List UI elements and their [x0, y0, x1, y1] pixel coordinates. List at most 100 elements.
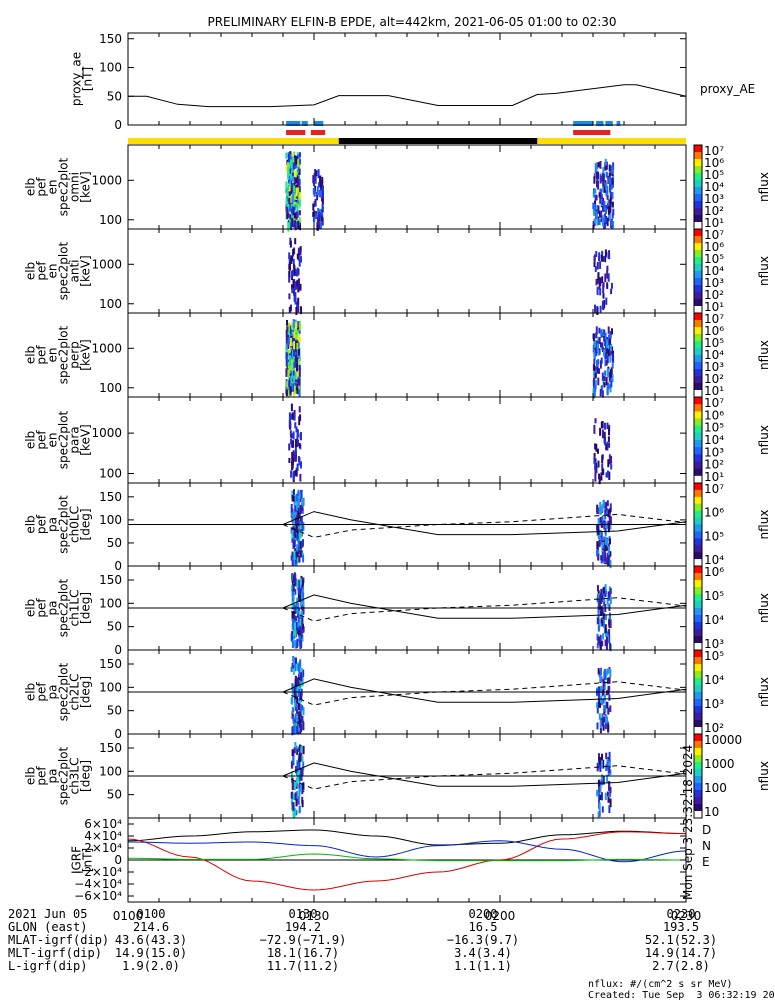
colorbar-tick: 10³	[704, 360, 724, 374]
spec-pixel	[298, 210, 301, 216]
colorbar-segment	[694, 454, 702, 462]
colorbar-segment	[694, 734, 702, 742]
pa-pixel	[300, 767, 303, 775]
ylabel-line: elb	[24, 431, 38, 449]
pa-pixel	[291, 710, 294, 719]
pa-pixel	[596, 706, 599, 714]
pa-pixel	[296, 501, 299, 511]
colorbar-tick: 10⁵	[704, 529, 724, 543]
colorbar-segment	[694, 390, 702, 398]
pa-pixel	[596, 550, 598, 557]
spec-pixel	[285, 368, 288, 377]
ytick-label: 4×10⁴	[84, 829, 122, 843]
pa-pixel	[597, 525, 600, 534]
footer-cell: 43.6(43.3)	[114, 933, 188, 947]
pa-pixel	[298, 511, 301, 519]
colorbar-segment	[694, 699, 702, 707]
spec-pixel	[317, 169, 320, 179]
pa-pixel	[600, 696, 602, 704]
pa-pixel	[605, 752, 608, 760]
ytick-label: 100	[99, 467, 122, 481]
pa-pixel	[601, 792, 603, 801]
ylabel-line: [deg]	[79, 509, 93, 541]
spec-pixel	[295, 370, 298, 380]
spec-pixel	[290, 323, 293, 329]
pa-pixel	[293, 603, 296, 611]
pa-pixel	[601, 713, 604, 722]
colorbar-segment	[694, 510, 702, 519]
spec-pixel	[295, 467, 298, 477]
ylabel-line: [nT]	[81, 67, 95, 91]
pa-pixel	[599, 516, 602, 523]
pa-pixel	[607, 557, 610, 566]
pa-pixel	[607, 686, 610, 693]
spec-pixel	[608, 426, 610, 436]
ytick-label: 50	[107, 788, 122, 802]
ylabel-line: spec2plot	[57, 325, 71, 384]
spec-pixel	[313, 173, 316, 180]
pa-pixel	[600, 592, 602, 598]
pa-pixel	[599, 634, 602, 643]
pa-pixel	[600, 685, 603, 694]
spec-pixel	[295, 355, 298, 361]
spec-pixel	[298, 259, 301, 267]
spec-pixel	[593, 424, 596, 434]
colorbar-segment	[694, 545, 702, 553]
spec-pixel	[319, 213, 322, 219]
spec-pixel	[299, 321, 302, 331]
pa-pixel	[302, 539, 304, 547]
spec-pixel	[293, 414, 296, 421]
spec-pixel	[293, 385, 296, 395]
spec-pixel	[287, 222, 290, 231]
pa-pixel	[608, 511, 611, 520]
spec-pixel	[287, 210, 290, 218]
pa-pixel	[299, 774, 302, 781]
pa-pixel	[602, 686, 605, 695]
spec-pixel	[296, 463, 299, 472]
pa-pixel	[600, 596, 603, 605]
spec-pixel	[292, 450, 295, 456]
spec-pixel	[596, 177, 599, 183]
spec-pixel	[596, 172, 599, 181]
frame-spec_perp	[127, 312, 687, 398]
spec-pixel	[296, 339, 299, 346]
pa-pixel	[301, 626, 304, 634]
spec-pixel	[298, 379, 301, 386]
spec-pixel	[605, 376, 608, 386]
spec-pixel	[292, 162, 295, 170]
pa-pixel	[296, 607, 299, 615]
pa-pixel	[291, 794, 294, 803]
spec-pixel	[598, 210, 601, 218]
spec-pixel	[602, 256, 605, 262]
spec-pixel	[600, 357, 603, 364]
spec-pixel	[296, 170, 299, 176]
spec-pixel	[594, 340, 597, 348]
spec-pixel	[594, 384, 597, 393]
pa-pixel	[301, 716, 304, 723]
ylabel-line: [nT]	[81, 848, 95, 872]
spec-pixel	[298, 374, 301, 381]
colorbar-tick: 10⁷	[704, 312, 724, 326]
spec-pixel	[599, 305, 602, 313]
colorbar-segment	[694, 355, 702, 363]
pa-pixel	[290, 585, 293, 592]
spec-pixel	[286, 207, 289, 215]
spec-pixel	[289, 421, 292, 430]
spec-pixel	[288, 257, 291, 264]
colorbar-segment	[694, 201, 702, 209]
pa-pixel	[301, 705, 304, 711]
spec-pixel	[298, 336, 301, 343]
ylabel-line: elb	[24, 262, 38, 280]
spec-pixel	[609, 184, 612, 193]
colorbar-tick: 10⁴	[704, 264, 724, 278]
spec-pixel	[299, 246, 302, 252]
spec-pixel	[595, 466, 598, 474]
pa-pixel	[300, 672, 303, 682]
spec-pixel	[604, 207, 607, 215]
spec-pixel	[298, 406, 301, 413]
colorbar-tick: 10⁴	[704, 433, 724, 447]
pa-pixel	[298, 668, 301, 678]
spec-pixel	[611, 353, 614, 362]
spec-pixel	[606, 217, 609, 227]
